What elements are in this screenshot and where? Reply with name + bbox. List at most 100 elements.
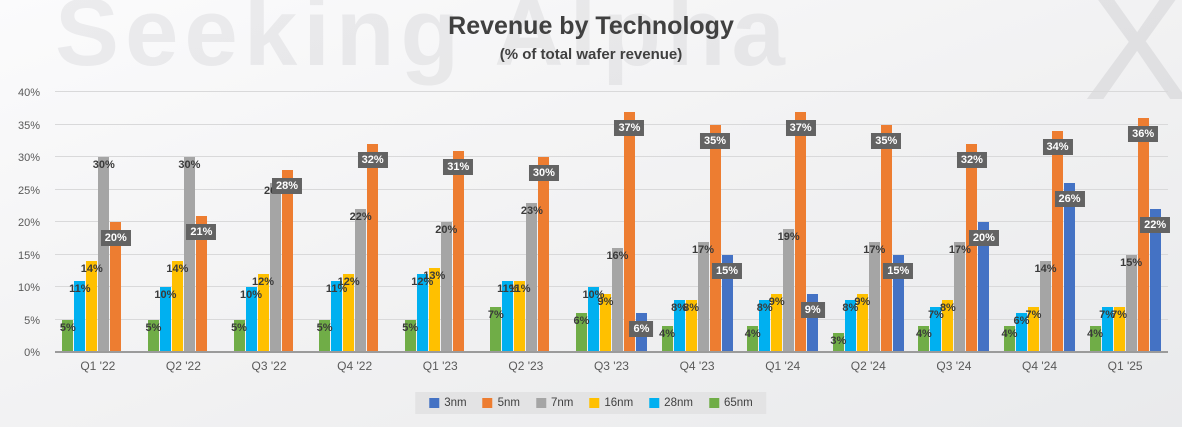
bar-label-5nm: 35% (700, 132, 731, 149)
bar-label-5nm: 35% (871, 132, 902, 149)
bar-slot-16nm: 7% (1111, 92, 1127, 352)
bar-slot-5nm: 34% (1042, 92, 1073, 352)
bar-label-7nm: 30% (92, 159, 115, 171)
bar-label-28nm: 8% (842, 302, 859, 314)
bar-label-28nm: 11% (497, 282, 519, 295)
bar-label-7nm: 19% (777, 230, 800, 243)
bar-label-65nm: 5% (316, 321, 333, 334)
bar-label-5nm: 37% (614, 119, 645, 136)
x-tick-label-q1-22: Q1 '22 (80, 359, 116, 373)
gridline (55, 188, 1168, 190)
bar-16nm (856, 293, 868, 352)
bar-16nm (771, 293, 783, 352)
bar-7nm (611, 248, 623, 352)
chart-title: Revenue by Technology (448, 12, 734, 40)
bar-65nm (832, 332, 844, 352)
chart-subtitle: (% of total wafer revenue) (499, 46, 683, 63)
bar-label-5nm: 31% (443, 158, 474, 175)
bar-label-5nm: 37% (785, 119, 816, 136)
gridline (55, 286, 1168, 287)
bar-3nm (892, 254, 904, 352)
bar-5nm (110, 222, 122, 352)
bar-65nm (147, 319, 159, 352)
bar-28nm (74, 280, 86, 352)
bar-group-q3-24: 4% 7% 8% 17% 32% 20% (911, 92, 999, 352)
x-tick-label-q1-23: Q1 '23 (422, 359, 458, 373)
bar-label-16nm: 9% (768, 295, 785, 308)
bar-label-7nm: 17% (863, 243, 886, 256)
bar-28nm (930, 306, 942, 352)
bar-slot-65nm: 5% (231, 92, 247, 352)
bar-label-5nm: 32% (956, 152, 987, 168)
bar-5nm (1052, 131, 1063, 352)
bar-slot-65nm: 5% (316, 92, 333, 352)
bar-label-65nm: 7% (487, 308, 504, 321)
bar-slot-65nm: 4% (1087, 92, 1103, 352)
bar-label-28nm: 7% (1099, 308, 1116, 321)
bar-label-3nm: 26% (1054, 191, 1085, 207)
gridline (55, 318, 1168, 320)
bar-slot-16nm: 12% (338, 92, 360, 352)
bar-65nm (918, 326, 930, 352)
bar-group-q2-23: 7% 11% 11% 23% 30% (483, 92, 569, 352)
bar-slot-16nm: 9% (854, 92, 870, 352)
bar-label-28nm: 7% (927, 308, 944, 321)
bar-65nm (404, 319, 416, 352)
bar-65nm (1089, 326, 1101, 352)
bar-7nm (868, 241, 880, 352)
bar-7nm (98, 157, 110, 352)
bar-65nm (575, 313, 587, 352)
gridline (55, 156, 1168, 157)
legend-label-7nm: 7nm (551, 397, 574, 409)
bar-slot-65nm: 4% (1002, 92, 1017, 352)
bar-28nm (331, 280, 343, 352)
bar-slot-5nm: 21% (186, 92, 217, 352)
bar-slot-3nm: 22% (1140, 92, 1171, 352)
legend-item-65nm: 65nm (708, 397, 753, 409)
bar-label-65nm: 6% (573, 315, 590, 327)
bar-28nm (502, 280, 514, 352)
bar-label-7nm: 20% (435, 224, 458, 236)
bar-label-3nm: 15% (712, 262, 743, 279)
bar-7nm (1125, 254, 1137, 352)
bar-slot-16nm: 14% (81, 92, 103, 352)
bar-slot-28nm: 11% (326, 92, 347, 352)
bar-slot-16nm: 9% (598, 92, 613, 352)
gridline (55, 253, 1168, 255)
bar-slot-5nm: 37% (785, 92, 816, 352)
bar-slot-28nm: 7% (1099, 92, 1116, 352)
bar-slot-28nm: 12% (411, 92, 433, 352)
x-tick-label-q1-24: Q1 '24 (765, 359, 801, 373)
bar-label-16nm: 8% (939, 302, 956, 314)
y-tick-label: 20% (17, 217, 40, 229)
bar-slot-7nm: 23% (521, 92, 543, 352)
bar-label-65nm: 5% (145, 321, 162, 334)
bar-slot-28nm: 11% (497, 92, 519, 352)
bar-slot-3nm (207, 92, 219, 352)
bar-label-28nm: 11% (325, 282, 348, 295)
bar-slot-16nm: 13% (423, 92, 445, 352)
bar-label-3nm: 22% (1140, 217, 1171, 233)
x-tick-label-q4-22: Q4 '22 (337, 359, 373, 373)
bar-group-q3-22: 5% 10%12%26%28% (226, 92, 312, 352)
bar-slot-28nm: 10% (240, 92, 262, 352)
bar-slot-16nm: 8% (683, 92, 699, 352)
legend-swatch-28nm (649, 398, 660, 408)
bar-28nm (416, 274, 428, 352)
bar-5nm (1137, 118, 1149, 352)
bar-16nm (1028, 306, 1039, 352)
bar-slot-65nm: 5% (60, 92, 76, 352)
x-tick-label-q3-24: Q3 '24 (936, 359, 972, 373)
bar-label-3nm: 20% (968, 230, 999, 246)
legend-swatch-16nm (589, 398, 600, 408)
bar-label-5nm: 21% (186, 223, 217, 240)
bar-slot-5nm: 37% (614, 92, 645, 352)
bar-28nm (245, 287, 257, 352)
bar-group-q4-24: 4% 6% 7% 14% 34% 26% (997, 92, 1085, 352)
bar-slot-7nm: 26% (264, 92, 286, 352)
bar-label-3nm: 15% (883, 262, 914, 279)
x-tick-label-q2-23: Q2 '23 (508, 359, 544, 373)
bar-slot-5nm: 35% (700, 92, 731, 352)
bar-group-q2-22: 5% 10% 14% 30% 21% (141, 92, 227, 352)
bar-7nm (783, 228, 795, 352)
